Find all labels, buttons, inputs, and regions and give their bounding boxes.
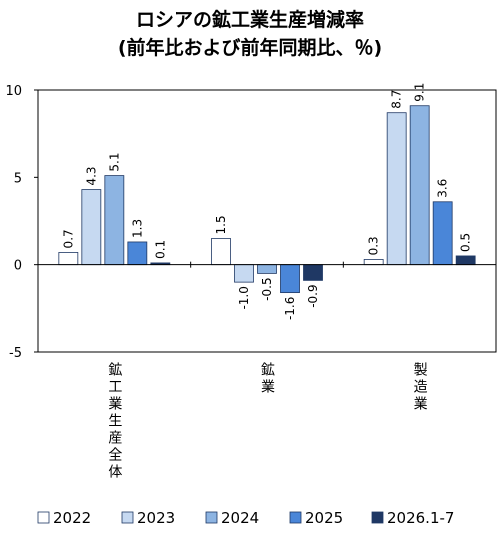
value-label: 0.1 xyxy=(153,240,167,259)
value-label: -1.6 xyxy=(283,297,297,320)
legend-swatch xyxy=(289,511,302,524)
chart-title: ロシアの鉱工業生産増減率 xyxy=(136,8,364,31)
legend-label: 2024 xyxy=(221,509,259,527)
x-tick-label: 製造業 xyxy=(412,362,428,413)
y-tick-label: 0 xyxy=(14,259,22,274)
legend-label: 2025 xyxy=(305,509,343,527)
x-tick-label: 鉱業 xyxy=(259,362,275,396)
value-label: 0.3 xyxy=(367,236,381,255)
legend-swatch xyxy=(37,511,50,524)
legend-label: 2026.1-7 xyxy=(387,509,454,527)
value-label: 9.1 xyxy=(413,83,427,102)
value-label: 0.7 xyxy=(61,229,75,248)
bar xyxy=(81,189,102,266)
value-label: -1.0 xyxy=(237,286,251,309)
plot-frame xyxy=(37,89,497,353)
value-label: 1.3 xyxy=(130,219,144,238)
bar xyxy=(257,264,277,274)
legend-label: 2022 xyxy=(53,509,91,527)
bar xyxy=(234,264,254,283)
value-label: 3.6 xyxy=(436,179,450,198)
value-label: -0.5 xyxy=(260,277,274,300)
value-label: 5.1 xyxy=(107,152,121,171)
y-tick-label: -5 xyxy=(9,346,22,361)
bar xyxy=(386,112,407,266)
value-label: 1.5 xyxy=(214,215,228,234)
legend-label: 2023 xyxy=(137,509,175,527)
bar xyxy=(104,175,125,266)
value-label: 8.7 xyxy=(390,90,404,109)
bar xyxy=(127,241,148,266)
value-label: 4.3 xyxy=(84,166,98,185)
bar xyxy=(432,201,453,266)
value-label: 0.5 xyxy=(459,233,473,252)
y-tick-label: 10 xyxy=(5,84,22,99)
y-tick-label: 5 xyxy=(14,171,22,186)
legend-swatch xyxy=(205,511,218,524)
value-label: -0.9 xyxy=(306,284,320,307)
chart-subtitle: (前年比および前年同期比、％) xyxy=(118,36,382,59)
bar xyxy=(455,255,476,266)
bar xyxy=(409,105,430,266)
bar xyxy=(280,264,300,294)
legend-swatch xyxy=(371,511,384,524)
x-tick-label: 鉱工業生産全体 xyxy=(106,362,122,481)
bar xyxy=(211,238,231,266)
bar xyxy=(363,259,384,266)
bar xyxy=(58,252,79,266)
bar xyxy=(303,264,323,281)
legend-swatch xyxy=(121,511,134,524)
